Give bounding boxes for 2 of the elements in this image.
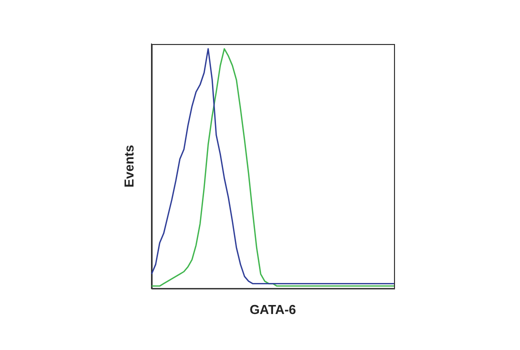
- y-axis-title: Events: [121, 144, 136, 188]
- x-axis-title: GATA-6: [250, 302, 296, 317]
